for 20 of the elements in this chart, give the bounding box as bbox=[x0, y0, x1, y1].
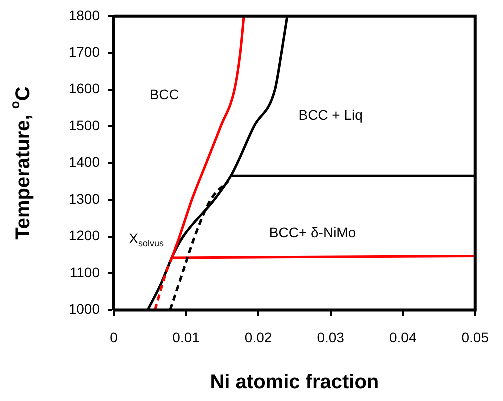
y-tick-label: 1400 bbox=[68, 154, 100, 170]
y-tick-label: 1800 bbox=[68, 7, 100, 24]
y-tick-label: 1700 bbox=[68, 44, 100, 60]
y-tick-label: 1500 bbox=[68, 117, 100, 134]
y-tick-label: 1200 bbox=[68, 228, 100, 244]
y-tick-label: 1600 bbox=[68, 80, 100, 97]
y-tick-label: 1000 bbox=[68, 301, 100, 318]
x-tick-label: 0.04 bbox=[389, 329, 417, 346]
x-tick-label: 0.03 bbox=[317, 329, 345, 346]
y-tick-label: 1300 bbox=[68, 190, 100, 207]
y-tick-label: 1100 bbox=[70, 264, 100, 280]
x-tick-label: 0.05 bbox=[462, 329, 490, 346]
annotation: BCC + Liq bbox=[298, 107, 363, 124]
x-tick-label: 0.02 bbox=[244, 329, 272, 346]
y-axis-title: Temperature, oC bbox=[8, 86, 35, 240]
annotation: BCC+ δ-NiMo bbox=[269, 224, 356, 241]
x-axis-title: Ni atomic fraction bbox=[210, 372, 380, 394]
x-tick-label: 0 bbox=[110, 329, 118, 346]
annotation: BCC bbox=[150, 86, 180, 103]
x-tick-label: 0.01 bbox=[172, 329, 200, 346]
